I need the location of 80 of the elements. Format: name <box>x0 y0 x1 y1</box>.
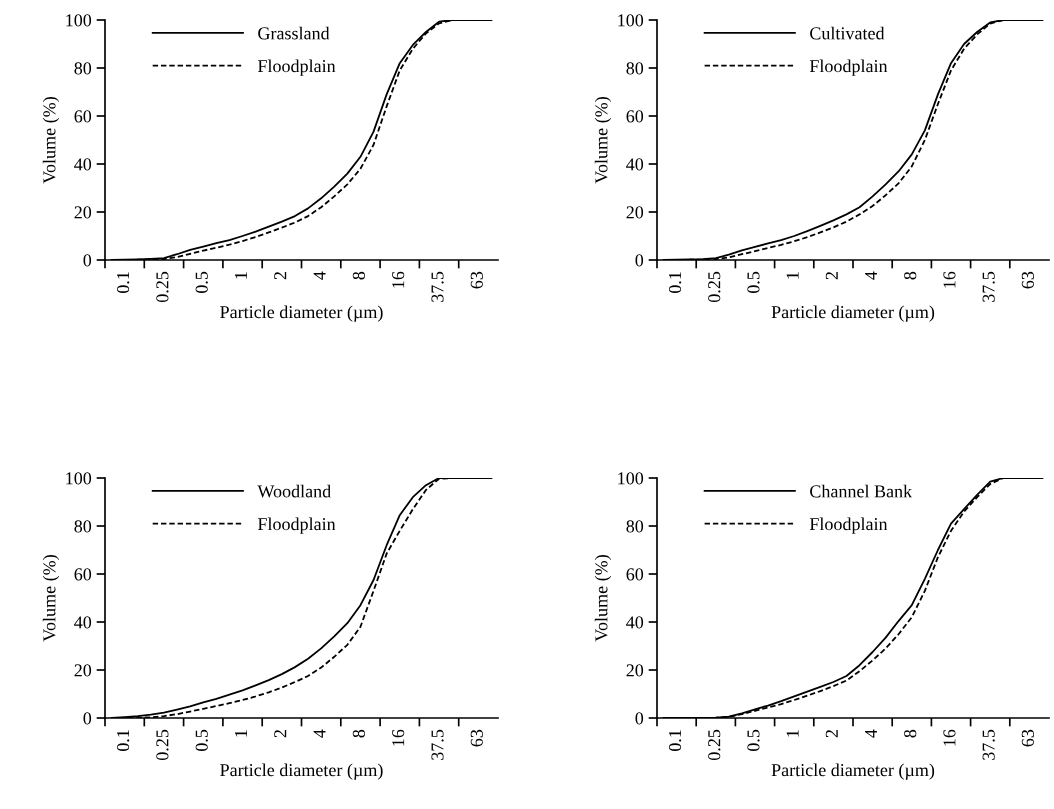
x-tick-label: 0.25 <box>156 271 169 303</box>
x-tick-label: 16 <box>392 729 405 746</box>
x-tick-label: 0.25 <box>708 729 721 761</box>
x-axis-title: Particle diameter (µm) <box>220 305 383 322</box>
x-tick-label: 8 <box>904 729 917 738</box>
x-tick-label: 1 <box>786 272 799 279</box>
x-tick-label: 37.5 <box>982 271 995 302</box>
x-tick-label: 37.5 <box>982 729 995 760</box>
x-tick-label: 0.1 <box>668 730 682 751</box>
x-tick-label: 2 <box>274 730 287 738</box>
legend-label: Cultivated <box>810 26 885 40</box>
x-tick-label: 8 <box>904 271 917 280</box>
x-tick-label: 8 <box>352 271 365 280</box>
y-tick-label: 100 <box>618 472 644 485</box>
y-tick-label: 0 <box>83 712 92 725</box>
x-tick-label: 1 <box>786 730 799 737</box>
x-tick-label: 0.5 <box>747 271 760 293</box>
y-tick-label: 40 <box>626 616 644 629</box>
y-axis-title: Volume (%) <box>594 97 612 184</box>
legend-label: Floodplain <box>809 517 888 534</box>
y-tick-label: 0 <box>83 254 92 267</box>
y-tick-label: 60 <box>626 568 644 581</box>
x-axis-title: Particle diameter (µm) <box>771 305 935 322</box>
x-tick-label: 1 <box>234 730 247 737</box>
x-tick-label: 4 <box>313 271 326 280</box>
y-tick-label: 20 <box>74 206 92 219</box>
x-axis-title: Particle diameter (µm) <box>771 763 935 780</box>
y-tick-label: 40 <box>626 158 644 171</box>
x-tick-label: 0.1 <box>668 272 682 293</box>
x-tick-label: 37.5 <box>431 271 444 302</box>
legend-label: Floodplain <box>257 517 336 534</box>
legend-label: Channel Bank <box>810 484 913 498</box>
x-tick-label: 37.5 <box>431 729 444 760</box>
y-tick-label: 100 <box>618 14 644 27</box>
y-tick-label: 80 <box>626 520 644 533</box>
x-tick-label: 2 <box>274 272 287 280</box>
x-tick-label: 16 <box>943 729 956 746</box>
y-tick-label: 40 <box>74 616 92 629</box>
y-tick-label: 40 <box>74 158 92 171</box>
y-tick-label: 100 <box>66 14 92 27</box>
y-tick-label: 60 <box>74 568 92 581</box>
y-tick-label: 80 <box>626 62 644 75</box>
x-tick-label: 16 <box>392 271 405 288</box>
y-axis-title: Volume (%) <box>42 555 60 642</box>
x-tick-label: 0.5 <box>747 729 760 751</box>
x-tick-label: 2 <box>825 730 838 738</box>
x-tick-label: 63 <box>1021 729 1034 747</box>
y-tick-label: 80 <box>74 62 92 75</box>
y-tick-label: 20 <box>626 664 644 677</box>
x-tick-label: 4 <box>865 271 877 280</box>
x-tick-label: 0.5 <box>195 271 208 293</box>
y-axis-title: Volume (%) <box>42 97 60 184</box>
x-tick-label: 0.25 <box>156 729 169 761</box>
legend-label: Floodplain <box>257 59 336 76</box>
x-tick-label: 63 <box>1021 271 1034 289</box>
x-axis-title: Particle diameter (µm) <box>220 763 383 780</box>
x-tick-label: 63 <box>470 271 483 289</box>
legend-label: Grassland <box>258 26 330 40</box>
x-tick-label: 0.1 <box>116 272 130 293</box>
x-tick-label: 2 <box>825 272 838 280</box>
y-tick-label: 0 <box>635 712 644 725</box>
x-tick-label: 16 <box>943 271 956 288</box>
x-tick-label: 4 <box>865 729 877 738</box>
x-tick-label: 63 <box>470 729 483 747</box>
x-tick-label: 8 <box>352 729 365 738</box>
y-tick-label: 60 <box>626 110 644 123</box>
legend-label: Floodplain <box>809 59 888 76</box>
x-tick-label: 0.25 <box>708 271 721 303</box>
y-tick-label: 0 <box>635 254 644 267</box>
x-tick-label: 0.1 <box>116 730 130 751</box>
y-axis-title: Volume (%) <box>594 555 612 642</box>
legend-label: Woodland <box>257 484 331 498</box>
y-tick-label: 100 <box>66 472 92 485</box>
x-tick-label: 1 <box>234 272 247 279</box>
y-tick-label: 60 <box>74 110 92 123</box>
y-tick-label: 20 <box>626 206 644 219</box>
x-tick-label: 0.5 <box>195 729 208 751</box>
y-tick-label: 20 <box>74 664 92 677</box>
y-tick-label: 80 <box>74 520 92 533</box>
x-tick-label: 4 <box>313 729 326 738</box>
